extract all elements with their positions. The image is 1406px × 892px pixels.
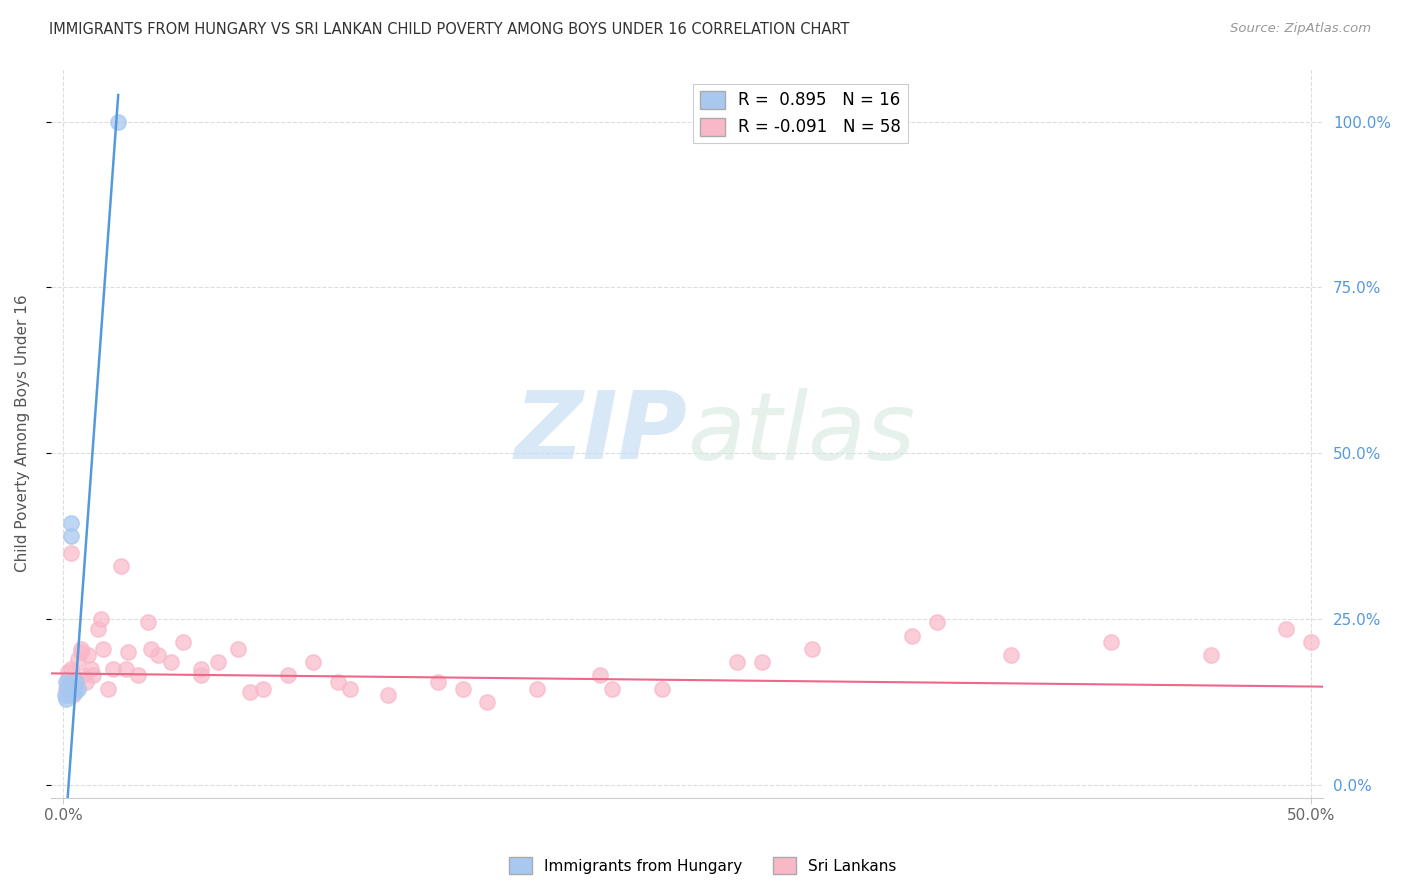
Point [117, 645, 139, 659]
Point [451, 681, 474, 696]
Point [56, 685, 79, 699]
Point [103, 662, 125, 676]
Point [207, 655, 229, 669]
Point [65, 675, 87, 690]
Point [1000, 648, 1022, 663]
Point [58, 681, 80, 696]
Point [91, 641, 114, 656]
Point [72, 668, 94, 682]
Point [62, 681, 84, 696]
Point [62, 688, 84, 702]
Point [226, 641, 249, 656]
Legend: Immigrants from Hungary, Sri Lankans: Immigrants from Hungary, Sri Lankans [503, 851, 903, 880]
Text: atlas: atlas [688, 388, 915, 479]
Point [58, 672, 80, 686]
Point [326, 675, 349, 690]
Point [58, 665, 80, 679]
Point [110, 558, 132, 573]
Point [127, 668, 149, 682]
Point [87, 622, 110, 636]
Point [589, 668, 612, 682]
Point [67, 681, 90, 696]
Point [159, 655, 181, 669]
Point [59, 529, 82, 543]
Point [1199, 648, 1222, 663]
Point [97, 681, 120, 696]
Point [55, 691, 77, 706]
Legend: R =  0.895   N = 16, R = -0.091   N = 58: R = 0.895 N = 16, R = -0.091 N = 58 [693, 84, 908, 143]
Point [1299, 635, 1322, 649]
Point [69, 641, 91, 656]
Y-axis label: Child Poverty Among Boys Under 16: Child Poverty Among Boys Under 16 [15, 294, 30, 572]
Point [53, 688, 76, 702]
Point [58, 685, 80, 699]
Point [63, 685, 86, 699]
Text: Source: ZipAtlas.com: Source: ZipAtlas.com [1230, 22, 1371, 36]
Point [55, 681, 77, 696]
Point [377, 688, 399, 702]
Point [301, 655, 323, 669]
Point [600, 681, 623, 696]
Point [146, 648, 169, 663]
Point [172, 635, 194, 649]
Point [426, 675, 449, 690]
Point [67, 652, 90, 666]
Point [136, 615, 159, 630]
Point [55, 675, 77, 690]
Point [65, 675, 87, 690]
Point [239, 685, 262, 699]
Point [725, 655, 748, 669]
Point [107, 114, 129, 128]
Point [277, 668, 299, 682]
Point [190, 668, 212, 682]
Point [190, 662, 212, 676]
Point [60, 516, 83, 530]
Point [252, 681, 274, 696]
Point [59, 662, 82, 676]
Text: ZIP: ZIP [515, 387, 688, 479]
Point [56, 681, 79, 696]
Point [77, 648, 100, 663]
Point [900, 629, 922, 643]
Point [58, 688, 80, 702]
Point [477, 695, 499, 709]
Point [526, 681, 548, 696]
Point [56, 678, 79, 692]
Point [80, 662, 103, 676]
Point [82, 668, 104, 682]
Point [69, 645, 91, 659]
Point [90, 612, 112, 626]
Point [800, 641, 823, 656]
Text: IMMIGRANTS FROM HUNGARY VS SRI LANKAN CHILD POVERTY AMONG BOYS UNDER 16 CORRELAT: IMMIGRANTS FROM HUNGARY VS SRI LANKAN CH… [49, 22, 849, 37]
Point [751, 655, 773, 669]
Point [75, 675, 97, 690]
Point [59, 546, 82, 560]
Point [651, 681, 673, 696]
Point [925, 615, 948, 630]
Point [339, 681, 361, 696]
Point [1099, 635, 1122, 649]
Point [114, 662, 136, 676]
Point [65, 672, 87, 686]
Point [139, 641, 162, 656]
Point [1275, 622, 1298, 636]
